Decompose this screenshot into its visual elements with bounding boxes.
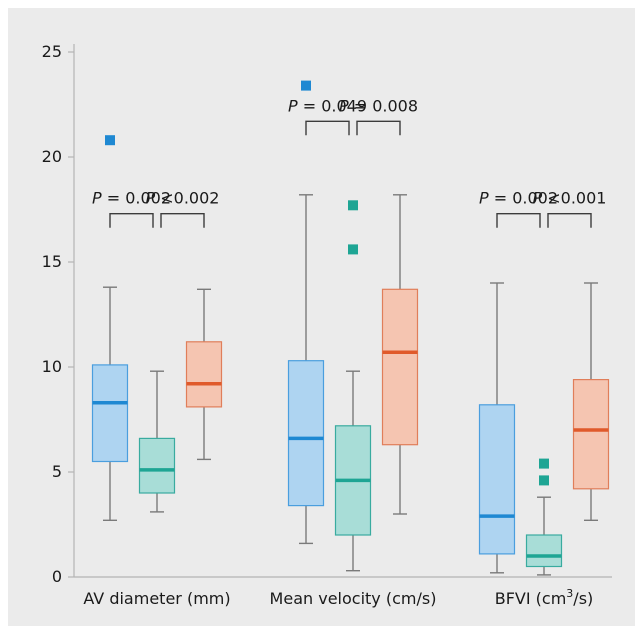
x-category-label-main: AV diameter (mm)	[83, 589, 230, 608]
outlier-point	[539, 475, 549, 486]
box-iqr	[525, 534, 563, 568]
y-tick-label: 10	[42, 357, 62, 376]
p-value-text: <0.002	[155, 189, 219, 208]
significance-bracket	[109, 213, 154, 228]
outlier-point	[301, 80, 311, 91]
box-iqr	[185, 341, 223, 408]
significance-bracket	[547, 213, 592, 228]
x-category-label-main: BFVI (cm	[495, 589, 567, 608]
p-value-text: = 0.049	[298, 96, 367, 115]
box-iqr	[91, 364, 129, 463]
box-series	[91, 80, 610, 576]
p-value-label: P = 0.049	[288, 96, 367, 115]
box-iqr	[572, 379, 610, 490]
p-value-text: = 0.008	[349, 96, 418, 115]
box-iqr	[381, 288, 419, 446]
x-category-label: AV diameter (mm)	[83, 589, 230, 608]
x-category-label-superscript: 3	[566, 587, 573, 600]
outlier-point	[348, 244, 358, 255]
outlier-point	[105, 135, 115, 146]
significance-bracket	[160, 213, 205, 228]
box-iqr	[287, 360, 325, 507]
p-value-label: P <0.002	[146, 189, 220, 208]
chart-figure: 0 5 10 15 20 25 AV diameter (mm) Mean velocity …	[8, 8, 635, 626]
box-iqr	[478, 404, 516, 555]
significance-bracket	[356, 120, 401, 136]
p-value-text: = 0.002	[102, 189, 171, 208]
p-symbol: P	[146, 189, 156, 208]
x-category-label-main: Mean velocity (cm/s)	[270, 589, 437, 608]
outlier-point	[348, 200, 358, 211]
p-value-text: <0.001	[542, 189, 606, 208]
axes: 0 5 10 15 20 25 AV diameter (mm) Mean velocity …	[42, 42, 612, 608]
p-symbol: P	[479, 189, 489, 208]
p-value-label: P = 0.008	[339, 96, 418, 115]
p-symbol: P	[339, 96, 349, 115]
significance-bracket	[496, 213, 541, 228]
p-symbol: P	[533, 189, 543, 208]
x-category-label-tail: /s)	[573, 589, 593, 608]
p-value-label: P = 0.002	[92, 189, 171, 208]
y-tick-label: 0	[52, 567, 62, 586]
x-category-label: Mean velocity (cm/s)	[270, 589, 437, 608]
p-symbol: P	[288, 96, 298, 115]
outlier-point	[539, 458, 549, 469]
y-tick-label: 5	[52, 462, 62, 481]
box-plot-chart: 0 5 10 15 20 25 AV diameter (mm) Mean velocity …	[42, 42, 612, 608]
p-value-label: P <0.001	[533, 189, 607, 208]
p-symbol: P	[92, 189, 102, 208]
significance-bracket	[305, 120, 350, 136]
y-tick-label: 25	[42, 42, 62, 61]
p-value-label: P = 0.002	[479, 189, 558, 208]
p-value-text: = 0.002	[489, 189, 558, 208]
y-tick-label: 20	[42, 147, 62, 166]
box-iqr	[138, 437, 176, 494]
y-tick-label: 15	[42, 252, 62, 271]
x-category-label: BFVI (cm3/s)	[495, 587, 594, 608]
